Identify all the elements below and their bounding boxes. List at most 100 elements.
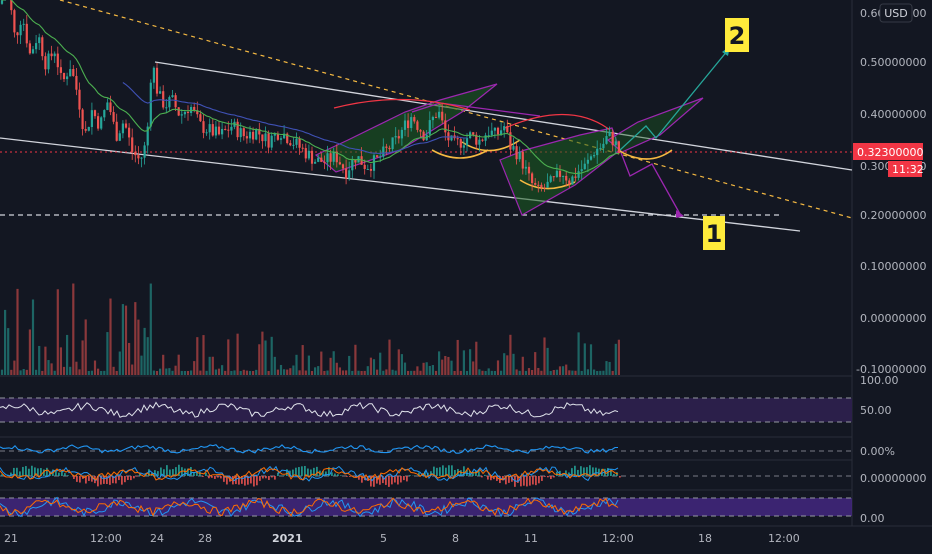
candle-body xyxy=(478,140,480,145)
volume-bar xyxy=(29,329,31,375)
candle-body xyxy=(35,43,37,49)
volume-bar xyxy=(97,369,99,375)
candle-body xyxy=(376,155,378,157)
macd-hist-bar xyxy=(406,476,408,481)
macd-hist-bar xyxy=(67,475,69,476)
candle-body xyxy=(330,153,332,162)
candle-body xyxy=(140,158,142,159)
volume-bar xyxy=(454,371,456,375)
volume-bar xyxy=(509,335,511,375)
macd-hist-bar xyxy=(22,467,24,476)
volume-bar xyxy=(537,368,539,375)
rsi-tick: 50.00 xyxy=(860,404,892,417)
candle-body xyxy=(72,69,74,76)
candle-body xyxy=(69,69,71,76)
candle-body xyxy=(345,168,347,178)
candle-body xyxy=(78,90,80,110)
macd-hist-bar xyxy=(274,476,276,480)
candle-body xyxy=(342,164,344,168)
candle-body xyxy=(206,132,208,133)
candle-body xyxy=(587,160,589,164)
volume-bar xyxy=(168,368,170,375)
volume-bar xyxy=(342,370,344,375)
macd-hist-bar xyxy=(118,476,120,480)
candle-body xyxy=(565,176,567,181)
macd-hist-bar xyxy=(484,475,486,476)
currency-badge-text: USD xyxy=(884,7,908,20)
macd-hist-bar xyxy=(16,468,18,476)
time-tick: 5 xyxy=(380,532,387,545)
volume-bar xyxy=(385,369,387,375)
candle-body xyxy=(209,124,211,132)
candle-body xyxy=(218,127,220,135)
candle-body xyxy=(109,102,111,112)
macd-hist-bar xyxy=(208,476,210,478)
candle-body xyxy=(125,124,127,128)
candle-body xyxy=(162,91,164,107)
volume-bar xyxy=(7,328,9,375)
candle-body xyxy=(54,54,56,57)
candle-body xyxy=(388,148,390,149)
candle-body xyxy=(16,32,18,35)
volume-bar xyxy=(289,368,291,375)
candle-body xyxy=(491,131,493,136)
volume-bar xyxy=(556,370,558,375)
candle-body xyxy=(215,127,217,136)
candle-body xyxy=(370,169,372,171)
volume-bar xyxy=(230,371,232,375)
volume-bar xyxy=(547,348,549,375)
candle-body xyxy=(91,110,93,127)
volume-bar xyxy=(258,344,260,375)
candle-body xyxy=(47,54,49,70)
volume-bar xyxy=(47,360,49,375)
candle-body xyxy=(407,120,409,128)
volume-bar xyxy=(590,344,592,375)
macd-tick: 0.00000000 xyxy=(860,472,926,485)
macd-hist-bar xyxy=(262,476,264,478)
candle-body xyxy=(168,97,170,107)
candle-body xyxy=(404,120,406,129)
volume-bar xyxy=(23,369,25,375)
macd-hist-bar xyxy=(136,476,138,477)
volume-bar xyxy=(488,368,490,375)
volume-bar xyxy=(38,346,40,375)
volume-bar xyxy=(156,371,158,375)
candle-body xyxy=(199,114,201,121)
candle-body xyxy=(438,112,440,118)
volume-bar xyxy=(525,371,527,375)
candle-body xyxy=(516,146,518,159)
time-tick: 28 xyxy=(198,532,212,545)
macd-hist-bar xyxy=(133,476,135,478)
macd-hist-bar xyxy=(574,466,576,476)
candle-body xyxy=(187,112,189,113)
volume-bar xyxy=(323,371,325,375)
volume-bar xyxy=(463,350,465,375)
volume-bar xyxy=(466,371,468,375)
target-label-2[interactable]: 2 xyxy=(725,18,749,52)
volume-bar xyxy=(78,369,80,375)
volume-bar xyxy=(444,356,446,375)
volume-bar xyxy=(373,359,375,375)
currency-badge[interactable]: USD xyxy=(880,4,912,22)
volume-bar xyxy=(550,371,552,375)
candle-body xyxy=(175,95,177,107)
candle-body xyxy=(230,127,232,131)
macd-hist-bar xyxy=(199,472,201,476)
volume-bar xyxy=(134,302,136,375)
volume-bar xyxy=(299,370,301,375)
candle-body xyxy=(379,157,381,158)
volume-bar xyxy=(85,319,87,375)
candle-body xyxy=(435,117,437,118)
current-price-value: 0.32300000 xyxy=(857,146,923,159)
candle-body xyxy=(410,117,412,128)
candle-body xyxy=(44,56,46,69)
target-label-1[interactable]: 1 xyxy=(703,216,725,250)
volume-bar xyxy=(447,357,449,375)
candle-body xyxy=(181,114,183,115)
volume-bar xyxy=(162,355,164,375)
volume-bar xyxy=(295,355,297,375)
candle-body xyxy=(268,133,270,147)
